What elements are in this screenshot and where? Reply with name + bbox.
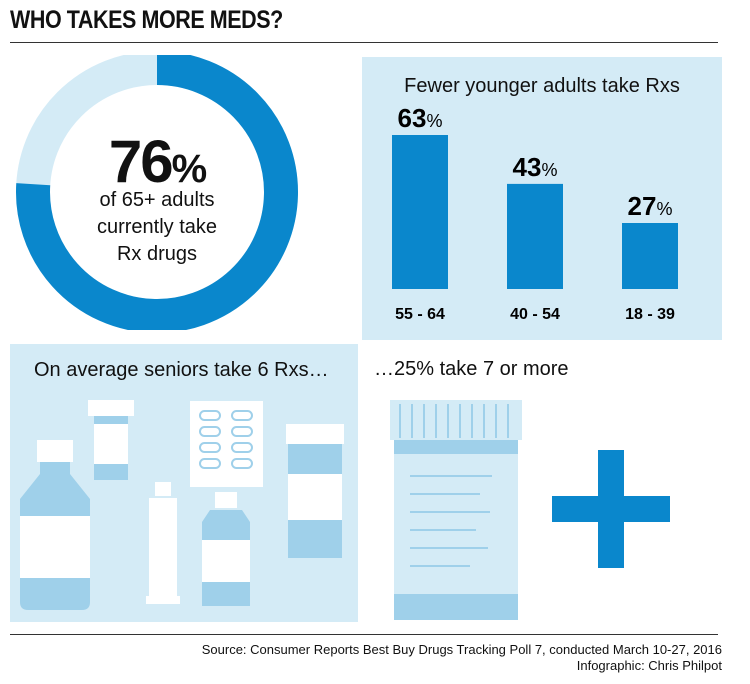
- source-note: Source: Consumer Reports Best Buy Drugs …: [201, 642, 722, 657]
- donut-svg: [16, 51, 298, 333]
- large-bottle-illustration: [390, 400, 670, 620]
- plus-icon: [552, 450, 670, 568]
- bar-chart-svg: 63% 55 - 64 43% 40 - 54 27% 18 - 39: [392, 103, 678, 323]
- pill-bottle-icon: [88, 400, 134, 480]
- bar-category-label: 18 - 39: [625, 306, 675, 323]
- bar-18-39: [622, 223, 678, 289]
- donut-chart: 76% of 65+ adults currently take Rx drug…: [12, 51, 302, 333]
- capsule-jar-icon: [286, 424, 344, 558]
- donut-percent: 76%: [12, 127, 302, 196]
- seniors-panel: On average seniors take 6 Rxs…: [10, 344, 358, 622]
- large-pill-bottle-icon: [390, 400, 522, 620]
- donut-caption-line1: of 65+ adults: [99, 189, 215, 211]
- donut-filled-arc: [16, 51, 298, 333]
- bar-category-label: 55 - 64: [395, 306, 445, 323]
- bar-chart-panel: Fewer younger adults take Rxs 63% 55 - 64…: [362, 57, 722, 340]
- donut-percent-sign: %: [171, 147, 208, 191]
- seniors-caption: On average seniors take 6 Rxs…: [34, 359, 329, 381]
- syrup-bottle-icon: [20, 440, 90, 610]
- bar-value-label: 27%: [628, 191, 673, 221]
- bar-category-label: 40 - 54: [510, 306, 560, 323]
- donut-caption-line3: Rx drugs: [116, 243, 198, 265]
- more-caption: …25% take 7 or more: [374, 358, 569, 380]
- credit-note: Infographic: Chris Philpot: [576, 658, 722, 673]
- donut-caption-line2: currently take: [96, 216, 218, 238]
- bottom-divider: [10, 634, 718, 635]
- bar-55-64: [392, 135, 448, 289]
- small-bottle-icon: [202, 492, 250, 606]
- ointment-tube-icon: [146, 482, 180, 604]
- donut-percent-number: 76: [108, 128, 174, 195]
- blister-pack-icon: [190, 401, 263, 487]
- bar-value-label: 43%: [513, 152, 558, 182]
- top-divider: [10, 42, 718, 43]
- bar-40-54: [507, 183, 563, 289]
- page-title: WHO TAKES MORE MEDS?: [10, 6, 283, 34]
- bar-chart-title: Fewer younger adults take Rxs: [404, 75, 680, 97]
- medications-illustration: [20, 400, 344, 610]
- bar-value-label: 63%: [398, 103, 443, 133]
